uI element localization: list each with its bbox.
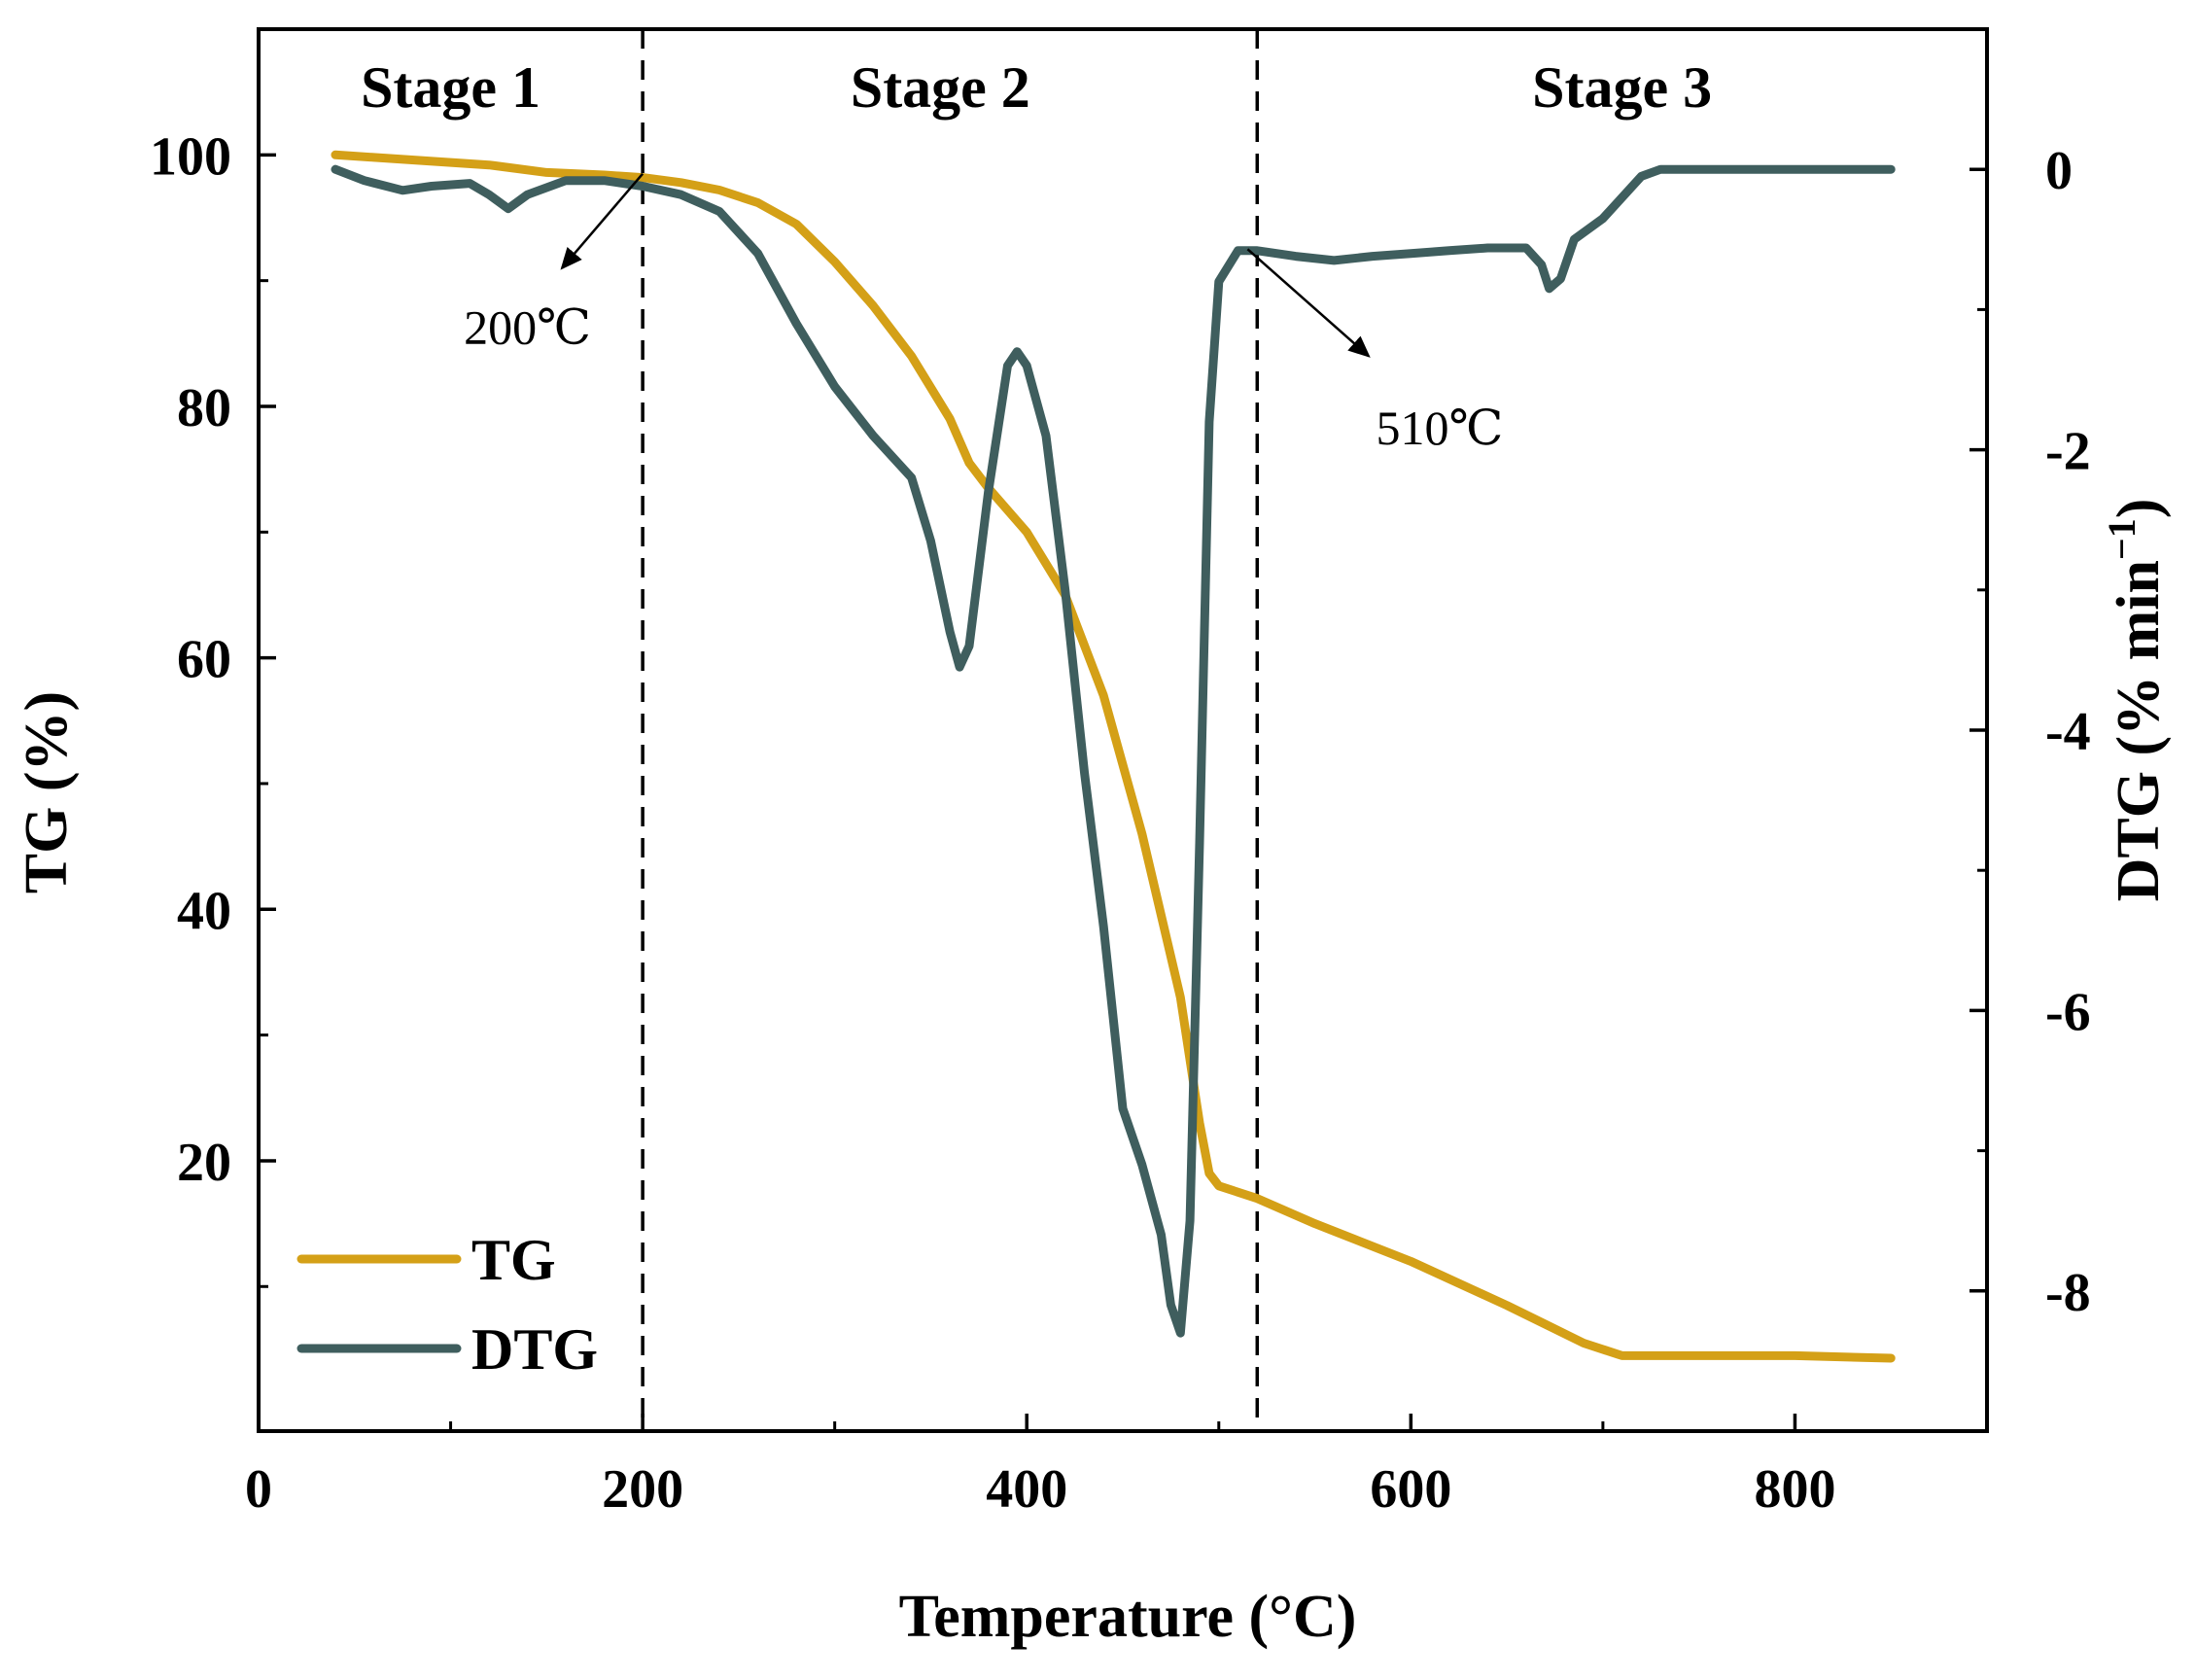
- stage-3-label: Stage 3: [1532, 55, 1712, 120]
- x-tick-label: 600: [1370, 1459, 1451, 1520]
- y-left-tick-label: 100: [150, 126, 231, 187]
- right-y-axis-title-main: DTG (% min: [2106, 560, 2172, 901]
- y-right-tick-label: 0: [2045, 141, 2073, 201]
- y-left-tick-label: 80: [177, 378, 231, 438]
- right-y-axis-title: DTG (% min−1): [2100, 499, 2172, 902]
- legend-tg-label: TG: [471, 1228, 556, 1292]
- stage-labels: Stage 1 Stage 2 Stage 3: [361, 55, 1712, 120]
- stage-2-label: Stage 2: [851, 55, 1030, 120]
- annotation-200-arrow: [560, 172, 645, 270]
- x-tick-label: 800: [1754, 1459, 1835, 1520]
- right-y-axis-title-tail: ): [2106, 499, 2172, 519]
- legend: TG DTG: [296, 1228, 598, 1382]
- y-left-tick-label: 20: [177, 1133, 231, 1193]
- y-right-tick-label: -6: [2045, 982, 2091, 1042]
- stage-divider-layer: [641, 29, 1260, 1431]
- x-axis-title: Temperature (°C): [899, 1584, 1357, 1650]
- right-y-axis-title-superscript: −1: [2100, 518, 2144, 560]
- x-tick-label: 200: [602, 1459, 683, 1520]
- x-tick-label: 400: [986, 1459, 1067, 1520]
- annotation-510-label: 510℃: [1376, 401, 1503, 455]
- plot-area-frame: [257, 27, 1989, 1433]
- axis-ticks: [257, 27, 1987, 1433]
- annotation-200-label: 200℃: [464, 299, 591, 354]
- dtg-series-line: [331, 164, 1896, 1338]
- stage-1-label: Stage 1: [361, 55, 540, 120]
- tick-labels: 0 200 400 600 800 20 40 60 80 100 0 -2 -4 -6 -8: [150, 126, 2091, 1520]
- legend-dtg-label: DTG: [471, 1317, 598, 1382]
- series-layer: [331, 150, 1896, 1363]
- left-y-axis-title: TG (%): [14, 691, 80, 893]
- y-left-tick-label: 60: [177, 630, 231, 690]
- x-tick-label: 0: [245, 1459, 272, 1520]
- y-right-tick-label: -2: [2045, 422, 2091, 482]
- y-right-tick-label: -4: [2045, 702, 2091, 762]
- tg-series-line: [331, 150, 1896, 1363]
- y-left-tick-label: 40: [177, 881, 231, 941]
- y-right-tick-label: -8: [2045, 1263, 2091, 1323]
- annotation-510-arrow: [1246, 248, 1371, 358]
- annotations: 200℃ 510℃: [464, 172, 1503, 455]
